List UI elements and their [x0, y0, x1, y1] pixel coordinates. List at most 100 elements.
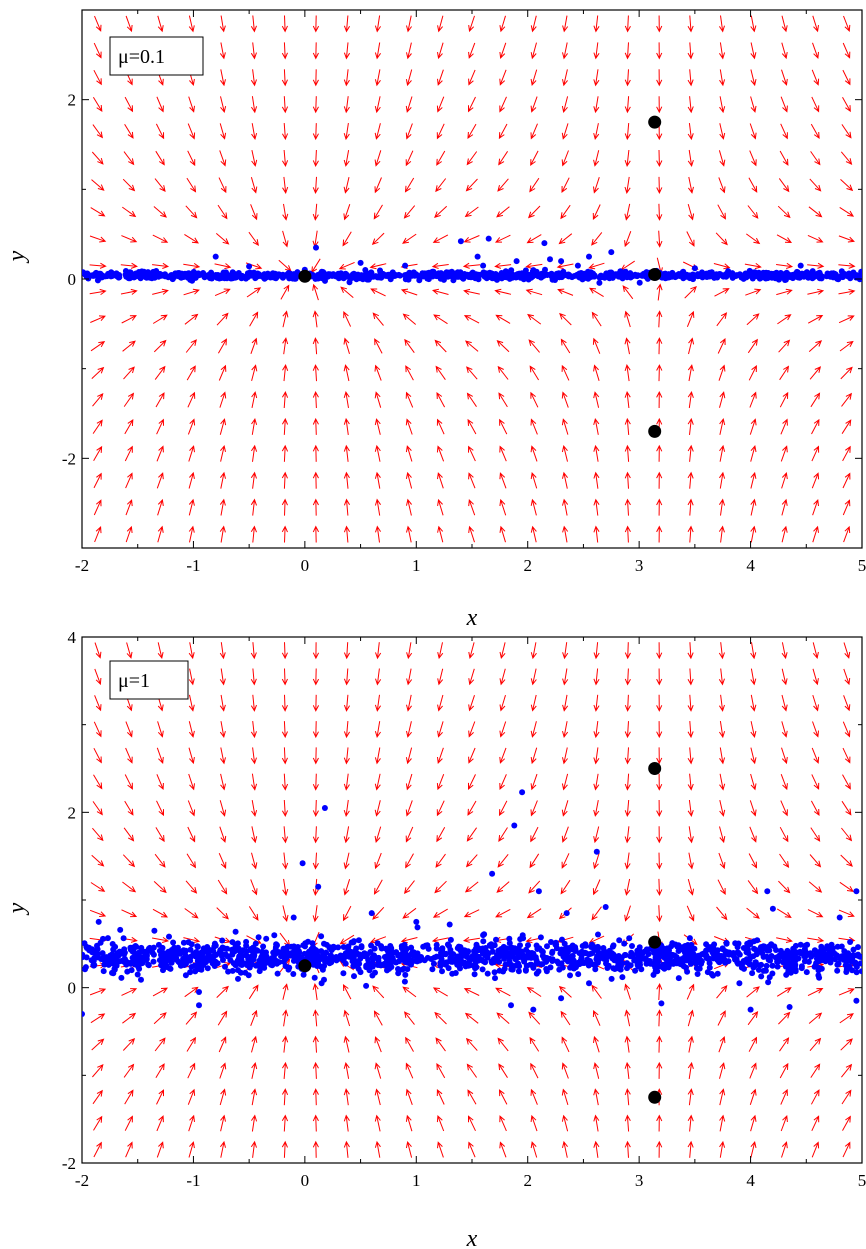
field-arrow	[531, 527, 536, 543]
field-arrow	[375, 774, 380, 790]
field-arrow	[843, 1143, 850, 1158]
sample-point	[458, 238, 464, 244]
field-arrow	[90, 263, 106, 268]
field-arrow	[808, 910, 822, 917]
sample-point	[711, 947, 717, 953]
field-arrow	[154, 341, 165, 352]
sample-point	[356, 937, 362, 943]
field-arrow	[313, 1116, 318, 1132]
field-arrow	[344, 642, 349, 658]
field-arrow	[657, 500, 662, 516]
sample-point	[273, 944, 279, 950]
sample-point	[629, 943, 635, 949]
field-arrow	[500, 1090, 507, 1104]
y-tick-label: -2	[62, 449, 76, 468]
field-arrow	[561, 205, 570, 218]
sample-point	[493, 937, 499, 943]
sample-point	[452, 957, 458, 963]
field-arrow	[217, 314, 228, 326]
field-arrow	[252, 1063, 257, 1079]
field-arrow	[500, 473, 506, 488]
sample-point	[603, 904, 609, 910]
x-tick-label: 1	[412, 1171, 421, 1190]
field-arrow	[500, 748, 506, 763]
field-arrow	[220, 393, 226, 408]
field-arrow	[95, 669, 101, 684]
field-arrow	[625, 365, 630, 381]
sample-point	[480, 966, 486, 972]
sample-point	[447, 922, 453, 928]
field-arrow	[749, 366, 756, 380]
field-arrow	[341, 287, 353, 297]
sample-point	[82, 966, 88, 972]
sample-point	[475, 254, 481, 260]
field-arrow	[465, 989, 479, 996]
field-arrow	[282, 1089, 287, 1105]
sample-point	[736, 980, 742, 986]
field-arrow	[688, 16, 693, 32]
field-arrow	[499, 1064, 508, 1078]
field-arrow	[156, 124, 163, 138]
sample-point	[271, 932, 277, 938]
sample-point	[764, 963, 770, 969]
field-arrow	[657, 1142, 662, 1158]
field-arrow	[531, 124, 538, 139]
sample-point	[269, 272, 275, 278]
sample-point	[358, 260, 364, 266]
field-arrow	[251, 747, 256, 763]
sample-point	[538, 934, 544, 940]
sample-point	[285, 944, 291, 950]
field-arrow	[469, 748, 476, 763]
field-arrow	[220, 695, 225, 711]
field-arrow	[657, 984, 662, 1000]
sample-point	[101, 968, 107, 974]
field-arrow	[531, 473, 537, 488]
field-arrow	[406, 178, 414, 192]
field-arrow	[91, 208, 105, 216]
sample-point	[676, 948, 682, 954]
sample-point	[143, 957, 149, 963]
field-arrow	[750, 124, 756, 139]
field-arrow	[469, 16, 475, 31]
field-arrow	[187, 1038, 195, 1052]
field-arrow	[435, 341, 446, 353]
sample-point	[519, 789, 525, 795]
sample-point	[200, 955, 206, 961]
sample-point	[626, 935, 632, 941]
field-arrow	[531, 827, 538, 841]
field-arrow	[751, 16, 756, 32]
field-arrow	[841, 152, 851, 164]
field-arrow	[407, 721, 412, 737]
field-arrow	[497, 1013, 509, 1024]
field-arrow	[746, 234, 759, 244]
field-arrow	[782, 721, 787, 736]
field-arrow	[466, 1013, 478, 1023]
field-arrow	[153, 909, 167, 917]
field-arrow	[251, 1142, 256, 1158]
field-arrow	[313, 177, 318, 193]
field-arrow	[781, 124, 788, 139]
fixed-point	[648, 268, 661, 281]
field-arrow	[625, 392, 630, 408]
sample-point	[86, 945, 92, 951]
field-arrow	[562, 853, 569, 868]
sample-point	[205, 965, 211, 971]
field-arrow	[782, 473, 788, 488]
field-arrow	[373, 986, 384, 998]
field-arrow	[657, 311, 662, 327]
sample-point	[363, 963, 369, 969]
field-arrow	[215, 264, 231, 269]
field-arrow	[688, 392, 693, 408]
field-arrow	[590, 288, 604, 296]
sample-point	[124, 969, 130, 975]
field-arrow	[344, 695, 349, 711]
sample-point	[541, 955, 547, 961]
field-arrow	[781, 446, 787, 461]
field-arrow	[562, 800, 568, 815]
field-arrow	[745, 289, 760, 295]
sample-point	[644, 946, 650, 952]
sample-point	[246, 972, 252, 978]
field-arrow	[91, 883, 104, 892]
field-arrow	[843, 748, 850, 763]
field-arrow	[94, 1143, 101, 1157]
